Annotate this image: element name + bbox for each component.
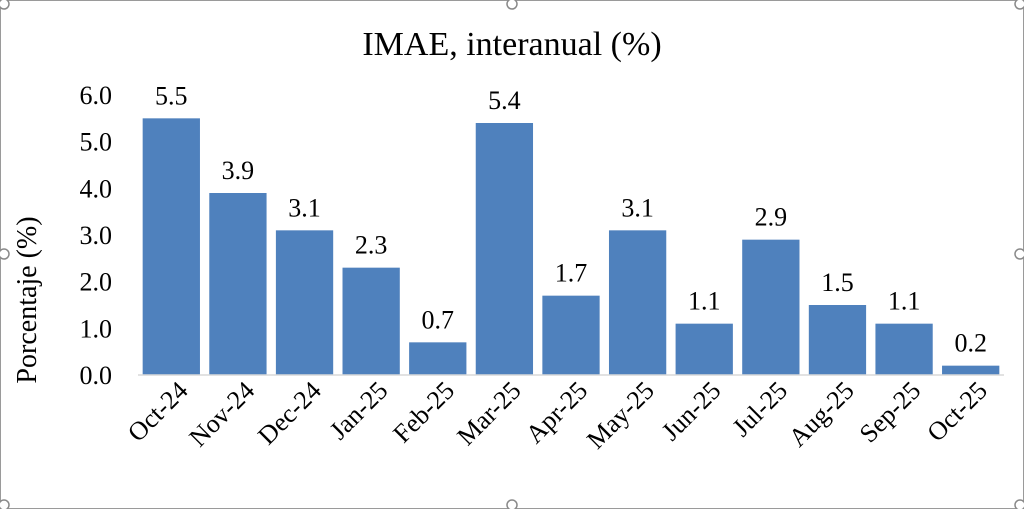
x-axis-ticks: Oct-24Nov-24Dec-24Jan-25Feb-25Mar-25Apr-… [122, 376, 993, 455]
data-label: 5.5 [155, 81, 188, 110]
data-label: 5.4 [488, 86, 521, 115]
resize-handle[interactable] [506, 0, 518, 10]
resize-handle[interactable] [1014, 248, 1024, 260]
data-label: 1.1 [688, 287, 721, 316]
y-tick-label: 4.0 [80, 174, 113, 203]
bar [275, 230, 334, 375]
bar [875, 323, 933, 375]
x-tick-label: Nov-24 [183, 376, 260, 453]
x-tick-label: Aug-25 [783, 376, 860, 453]
bar [475, 123, 534, 375]
resize-handle[interactable] [0, 0, 10, 10]
bars [142, 118, 1000, 375]
resize-handle[interactable] [1014, 0, 1024, 10]
x-tick-label: Sep-25 [854, 376, 927, 449]
bar [542, 295, 600, 375]
y-tick-label: 2.0 [80, 268, 113, 297]
data-label: 2.3 [355, 231, 388, 260]
x-tick-label: Dec-24 [252, 376, 327, 451]
bar [608, 230, 667, 375]
data-label: 2.9 [755, 203, 788, 232]
data-label: 3.9 [222, 156, 255, 185]
data-label: 0.2 [954, 329, 987, 358]
resize-handle[interactable] [1014, 499, 1024, 509]
x-tick-label: May-25 [581, 376, 660, 455]
y-tick-label: 5.0 [80, 128, 113, 157]
resize-handle[interactable] [506, 499, 518, 509]
x-tick-label: Oct-25 [921, 376, 993, 448]
y-tick-label: 0.0 [80, 361, 113, 390]
bar [409, 342, 467, 375]
data-label: 1.7 [555, 259, 588, 288]
x-tick-label: Jun-25 [656, 376, 727, 447]
data-label: 1.1 [888, 287, 921, 316]
data-labels: 5.5 3.9 3.1 2.3 0.7 5.4 1.7 3.1 1.1 2.9 1.5 1.1 0.2 [155, 81, 987, 357]
data-label: 0.7 [422, 305, 455, 334]
x-tick-label: Mar-25 [451, 376, 526, 451]
x-tick-label: Oct-24 [122, 376, 194, 448]
y-tick-label: 6.0 [80, 81, 113, 110]
x-tick-label: Apr-25 [520, 376, 593, 449]
bar [209, 193, 267, 375]
data-label: 3.1 [288, 193, 321, 222]
bar [808, 305, 867, 375]
bar [342, 267, 400, 375]
data-label: 1.5 [821, 268, 854, 297]
chart-title: IMAE, interanual (%) [362, 26, 661, 63]
resize-handle[interactable] [0, 248, 10, 260]
x-tick-label: Feb-25 [387, 376, 460, 449]
bar [142, 118, 200, 375]
x-tick-label: Jan-25 [324, 376, 394, 446]
bar [675, 323, 733, 375]
y-tick-label: 1.0 [80, 314, 113, 343]
y-tick-label: 3.0 [80, 221, 113, 250]
y-axis-ticks: 0.0 1.0 2.0 3.0 4.0 5.0 6.0 [80, 81, 113, 390]
bar [742, 239, 800, 375]
resize-handle[interactable] [0, 499, 10, 509]
bar [942, 365, 1000, 375]
data-label: 3.1 [621, 193, 654, 222]
y-axis-label: Porcentaje (%) [12, 216, 43, 383]
